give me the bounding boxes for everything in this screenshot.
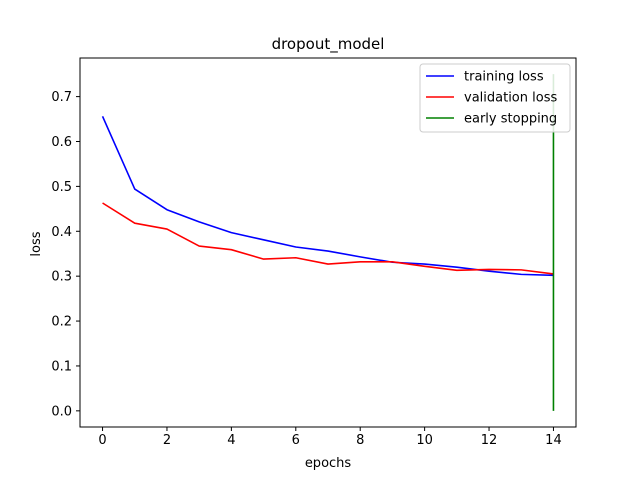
legend-label-training-loss: training loss [464, 70, 544, 85]
y-tick-label: 0.5 [51, 180, 72, 195]
x-axis-label: epochs [305, 456, 352, 471]
legend-label-early-stopping: early stopping [464, 112, 557, 127]
plot-area [79, 57, 577, 428]
y-tick-label: 0.6 [51, 135, 72, 150]
y-tick-label: 0.0 [51, 404, 72, 419]
x-tick-label: 8 [356, 433, 364, 448]
y-axis-ticks: 0.0 0.1 0.2 0.3 0.4 0.5 0.6 0.7 [51, 90, 80, 419]
x-tick-label: 6 [292, 433, 300, 448]
y-tick-label: 0.7 [51, 90, 72, 105]
legend-label-validation-loss: validation loss [464, 91, 557, 106]
y-axis-label: loss [29, 231, 44, 256]
x-tick-label: 12 [481, 433, 498, 448]
series-line-validation-loss [102, 202, 554, 275]
x-axis-ticks: 0 2 4 6 8 10 12 14 [98, 427, 562, 448]
x-tick-label: 10 [416, 433, 433, 448]
y-tick-label: 0.3 [51, 270, 72, 285]
chart-title: dropout_model [272, 35, 385, 54]
plot-frame [79, 57, 577, 428]
y-tick-label: 0.1 [51, 359, 72, 374]
y-tick-label: 0.2 [51, 315, 72, 330]
y-tick-label: 0.4 [51, 225, 72, 240]
x-tick-label: 0 [98, 433, 106, 448]
legend: training loss validation loss early stoppi… [419, 63, 571, 133]
series-line-training-loss [101, 116, 554, 277]
legend-box [419, 63, 571, 133]
x-tick-label: 4 [227, 433, 235, 448]
x-tick-label: 2 [163, 433, 171, 448]
x-tick-label: 14 [545, 433, 562, 448]
